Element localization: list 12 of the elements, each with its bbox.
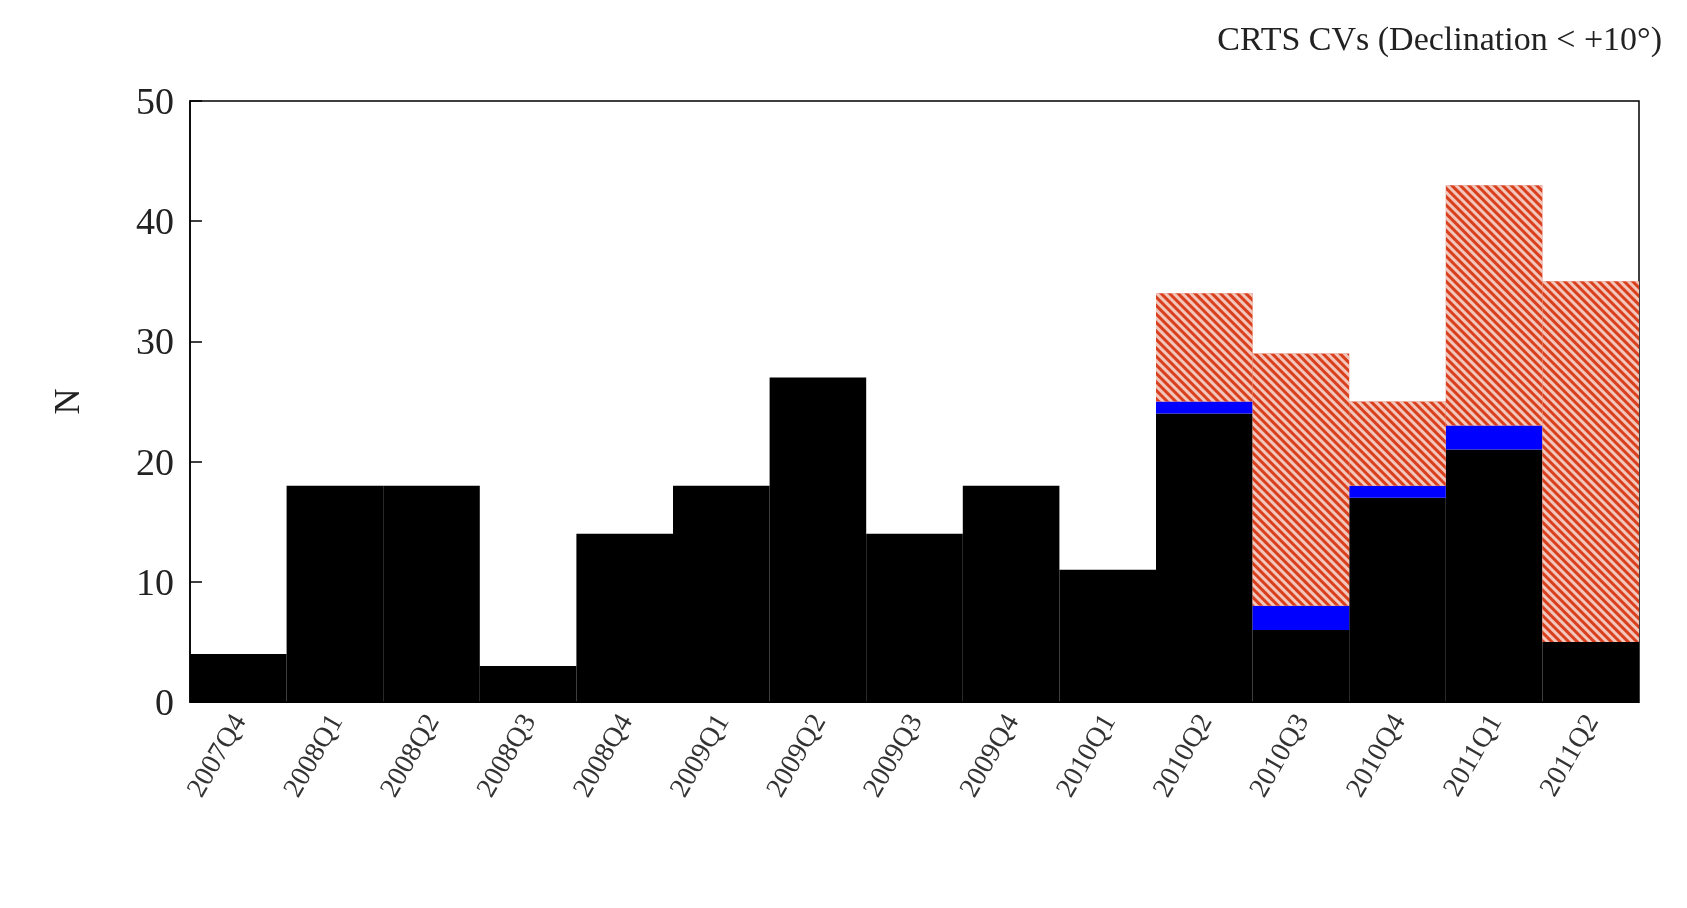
y-tick-label: 20 — [136, 440, 174, 483]
bar — [1445, 425, 1543, 450]
y-tick-label: 40 — [136, 200, 174, 243]
bar — [1252, 605, 1350, 630]
y-axis-title: N — [47, 388, 87, 415]
y-tick-label: 30 — [136, 320, 174, 363]
chart-title: CRTS CVs (Declination < +10°) — [1217, 19, 1662, 58]
y-tick-label: 0 — [155, 681, 174, 723]
bar — [1156, 401, 1253, 414]
bar — [1349, 485, 1446, 498]
y-tick-label: 50 — [136, 80, 174, 122]
y-tick-label: 10 — [136, 560, 174, 603]
